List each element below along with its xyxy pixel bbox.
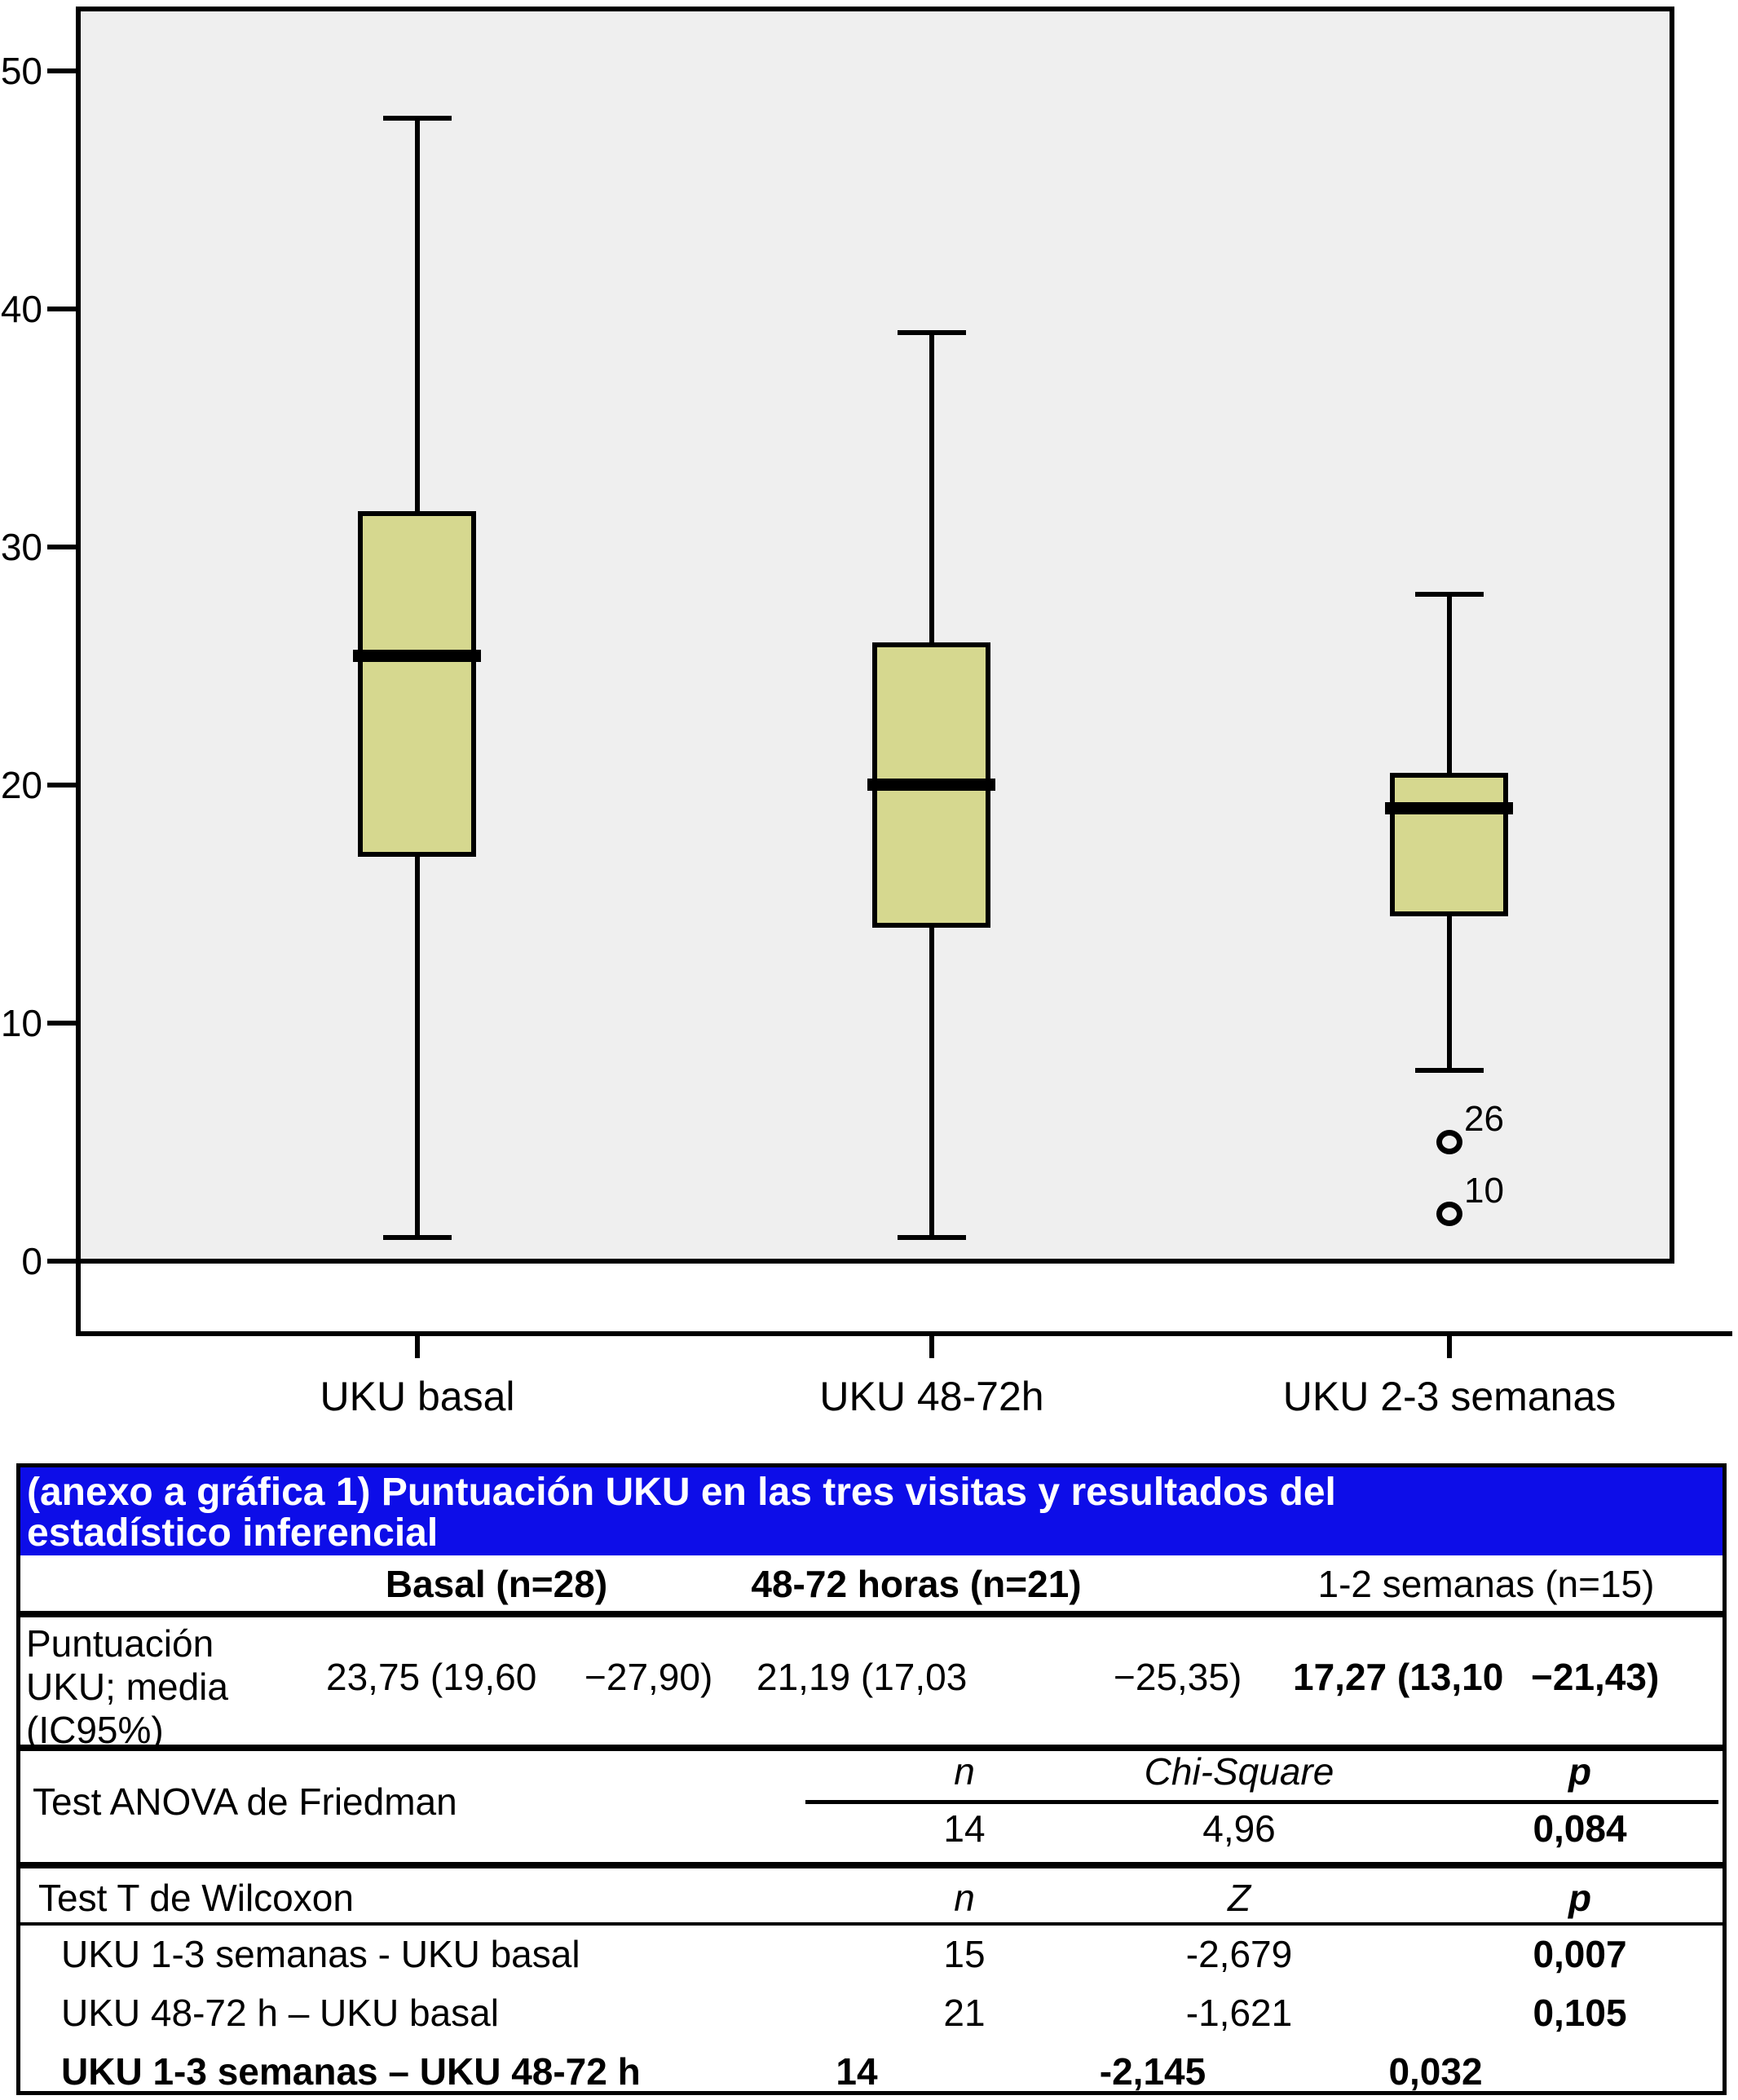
col-header-basal: Basal (n=28)	[385, 1563, 608, 1605]
whisker-lower-2	[1447, 916, 1452, 1070]
wilcoxon-row-z: -1,621	[1185, 1992, 1293, 2034]
y-axis-label: 0	[21, 1240, 42, 1282]
outlier-point-2	[1436, 1130, 1462, 1154]
plot-frame-top	[76, 7, 1674, 11]
friedman-stat: 4,96	[1202, 1807, 1276, 1850]
x-axis-line	[76, 1331, 1732, 1336]
friedman-p: 0,084	[1533, 1807, 1627, 1850]
divider-2	[20, 1745, 1723, 1751]
x-axis-label: UKU 2-3 semanas	[1282, 1374, 1617, 1419]
score-sem-lo: 17,27 (13,10	[1293, 1656, 1504, 1698]
y-axis-line	[76, 7, 81, 1336]
score-4872-lo: 21,19 (17,03	[757, 1656, 968, 1698]
whisker-lower-1	[929, 928, 934, 1238]
friedman-col-n: n	[954, 1750, 975, 1793]
median-line-0	[353, 650, 481, 662]
divider-4	[20, 1922, 1723, 1926]
y-axis-label: 30	[0, 526, 42, 568]
outlier-label-2: 10	[1464, 1171, 1504, 1211]
wilcoxon-row-label: UKU 48-72 h – UKU basal	[61, 1992, 499, 2034]
outlier-point-2	[1436, 1202, 1462, 1226]
x-axis-tick	[929, 1331, 934, 1358]
friedman-col-p: p	[1568, 1750, 1592, 1793]
wilcoxon-row-label: UKU 1-3 semanas - UKU basal	[61, 1933, 580, 1975]
x-axis-tick	[1447, 1331, 1452, 1358]
wilcoxon-col-n: n	[954, 1877, 975, 1919]
x-axis-label: UKU basal	[320, 1374, 515, 1419]
iqr-box-2	[1390, 773, 1508, 916]
table-title-line1: (anexo a gráfica 1) Puntuación UKU en la…	[27, 1471, 1336, 1514]
y-axis-label: 40	[0, 288, 42, 330]
whisker-cap-low-1	[898, 1235, 966, 1240]
whisker-cap-high-1	[898, 330, 966, 335]
wilcoxon-row-n: 15	[943, 1933, 986, 1975]
y-axis-tick	[47, 1259, 76, 1264]
y-axis-label: 50	[0, 50, 42, 92]
plot-baseline-zero	[76, 1259, 1674, 1264]
friedman-n: 14	[943, 1807, 986, 1850]
y-axis-tick	[47, 307, 76, 311]
friedman-col-stat: Chi-Square	[1144, 1750, 1334, 1793]
y-axis-tick	[47, 545, 76, 549]
wilcoxon-col-stat: Z	[1227, 1877, 1251, 1919]
y-axis-label: 20	[0, 764, 42, 806]
score-sem-hi: −21,43)	[1531, 1656, 1660, 1698]
y-axis-tick	[47, 783, 76, 788]
friedman-subdivider	[805, 1800, 1718, 1804]
whisker-upper-2	[1447, 594, 1452, 773]
outlier-label-2: 26	[1464, 1099, 1504, 1139]
median-line-2	[1385, 802, 1513, 814]
divider-3	[20, 1862, 1723, 1868]
whisker-upper-0	[415, 118, 420, 511]
whisker-upper-1	[929, 333, 934, 642]
wilcoxon-row-z: -2,679	[1185, 1933, 1293, 1975]
wilcoxon-row-p: 0,007	[1533, 1933, 1627, 1975]
wilcoxon-row-n: 14	[836, 2050, 878, 2093]
wilcoxon-col-p: p	[1568, 1877, 1592, 1919]
y-axis-tick	[47, 68, 76, 73]
plot-area	[80, 11, 1670, 1259]
wilcoxon-row-p: 0,032	[1388, 2050, 1483, 2093]
x-axis-label: UKU 48-72h	[819, 1374, 1044, 1419]
score-basal-hi: −27,90)	[584, 1656, 713, 1698]
wilcoxon-row-z: -2,145	[1099, 2050, 1206, 2093]
wilcoxon-label: Test T de Wilcoxon	[38, 1877, 354, 1919]
boxplot-chart: 0 10 20 30 40 50 UKU basal UKU 48-72h UKU 2-3 s…	[0, 7, 1732, 1419]
col-header-48-72h: 48-72 horas (n=21)	[751, 1563, 1082, 1605]
table-title-line2: estadístico inferencial	[27, 1511, 439, 1555]
whisker-cap-high-0	[383, 116, 452, 121]
iqr-box-0	[358, 511, 476, 857]
whisker-cap-low-0	[383, 1235, 452, 1240]
y-axis-tick	[47, 1021, 76, 1026]
divider-1	[20, 1611, 1723, 1617]
wilcoxon-row-p: 0,105	[1533, 1992, 1627, 2034]
score-4872-hi: −25,35)	[1114, 1656, 1242, 1698]
wilcoxon-row-label: UKU 1-3 semanas – UKU 48-72 h	[61, 2050, 641, 2093]
whisker-lower-0	[415, 857, 420, 1238]
median-line-1	[867, 779, 995, 791]
col-header-1-2-sem: 1-2 semanas (n=15)	[1317, 1563, 1655, 1605]
wilcoxon-row-n: 21	[943, 1992, 986, 2034]
score-row-label: Puntuación UKU; media (IC95%)	[26, 1622, 228, 1751]
whisker-cap-low-2	[1415, 1068, 1484, 1073]
friedman-label: Test ANOVA de Friedman	[33, 1780, 457, 1823]
y-axis-label: 10	[0, 1002, 42, 1044]
stats-table: (anexo a gráfica 1) Puntuación UKU en la…	[16, 1463, 1727, 2095]
score-basal-lo: 23,75 (19,60	[326, 1656, 537, 1698]
plot-frame-right	[1670, 7, 1674, 1264]
x-axis-tick	[415, 1331, 420, 1358]
table-title-band: (anexo a gráfica 1) Puntuación UKU en la…	[20, 1467, 1723, 1555]
whisker-cap-high-2	[1415, 592, 1484, 597]
